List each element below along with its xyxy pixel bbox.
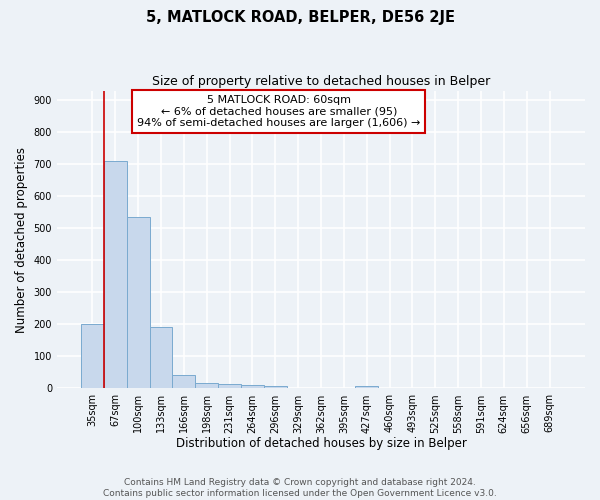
Bar — [172, 374, 195, 388]
Bar — [127, 217, 149, 388]
Text: Contains HM Land Registry data © Crown copyright and database right 2024.
Contai: Contains HM Land Registry data © Crown c… — [103, 478, 497, 498]
Bar — [149, 326, 172, 388]
Text: 5 MATLOCK ROAD: 60sqm
← 6% of detached houses are smaller (95)
94% of semi-detac: 5 MATLOCK ROAD: 60sqm ← 6% of detached h… — [137, 95, 421, 128]
Bar — [195, 382, 218, 388]
Y-axis label: Number of detached properties: Number of detached properties — [15, 146, 28, 332]
Bar — [218, 384, 241, 388]
Bar — [241, 386, 264, 388]
Bar — [355, 386, 378, 388]
Text: 5, MATLOCK ROAD, BELPER, DE56 2JE: 5, MATLOCK ROAD, BELPER, DE56 2JE — [146, 10, 455, 25]
Bar — [104, 161, 127, 388]
Bar — [264, 386, 287, 388]
X-axis label: Distribution of detached houses by size in Belper: Distribution of detached houses by size … — [176, 437, 466, 450]
Bar — [81, 324, 104, 388]
Title: Size of property relative to detached houses in Belper: Size of property relative to detached ho… — [152, 75, 490, 88]
